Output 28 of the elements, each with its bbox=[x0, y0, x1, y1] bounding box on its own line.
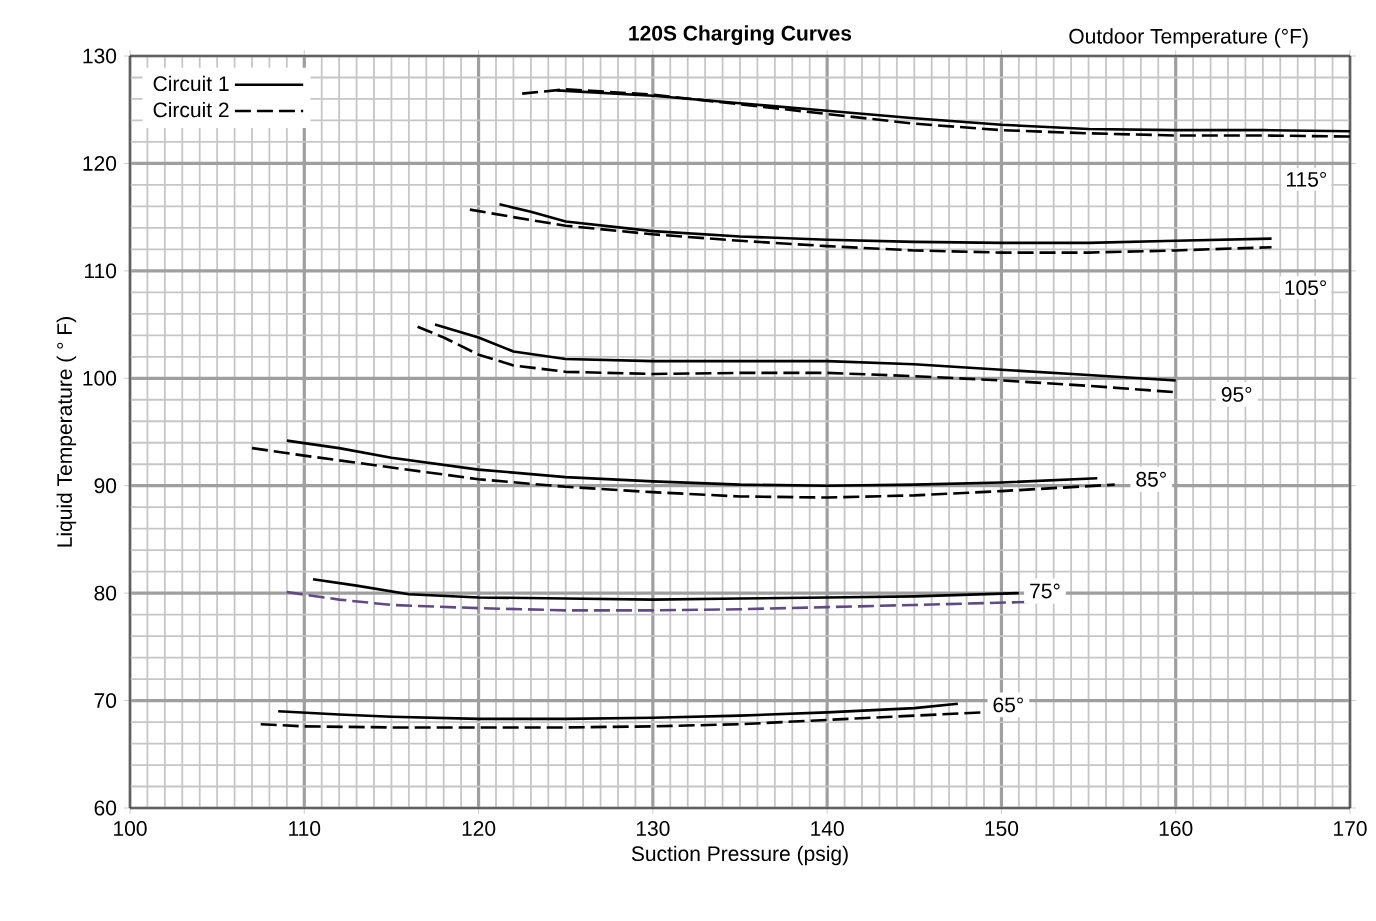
x-tick-label: 170 bbox=[1334, 821, 1367, 836]
annotation: 95° bbox=[1221, 386, 1252, 402]
legend-label: Circuit 2 bbox=[153, 101, 229, 118]
y-tick-label: 80 bbox=[94, 585, 117, 601]
x-axis-title: Suction Pressure (psig) bbox=[631, 845, 848, 866]
annotation: 65° bbox=[993, 697, 1023, 713]
y-tick-label: 70 bbox=[94, 693, 117, 709]
annotation: 75° bbox=[1030, 583, 1060, 599]
annotation: 115° bbox=[1287, 171, 1327, 187]
text: Outdoor Temperature (°F) bbox=[1069, 28, 1308, 48]
x-tick-label: 140 bbox=[811, 821, 844, 836]
y-axis-title: Liquid Temperature ( ° F) bbox=[56, 317, 77, 547]
x-tick-label: 100 bbox=[114, 821, 147, 836]
y-tick-label: 90 bbox=[94, 478, 117, 494]
x-tick-label: 150 bbox=[985, 821, 1019, 836]
y-tick-label: 130 bbox=[83, 48, 117, 64]
x-tick-label: 110 bbox=[289, 821, 321, 836]
y-tick-label: 100 bbox=[83, 370, 117, 386]
x-tick-label: 130 bbox=[636, 821, 670, 836]
y-tick-label: 110 bbox=[85, 263, 117, 279]
chart-title: 120S Charging Curves bbox=[629, 25, 852, 45]
x-tick-label: 160 bbox=[1159, 821, 1193, 836]
legend-label: Circuit 1 bbox=[153, 75, 229, 92]
x-tick-label: 120 bbox=[462, 821, 496, 836]
y-tick-label: 120 bbox=[83, 156, 117, 171]
annotation: 105° bbox=[1285, 280, 1327, 296]
annotation: 85° bbox=[1136, 471, 1166, 487]
y-tick-label: 60 bbox=[94, 800, 117, 816]
